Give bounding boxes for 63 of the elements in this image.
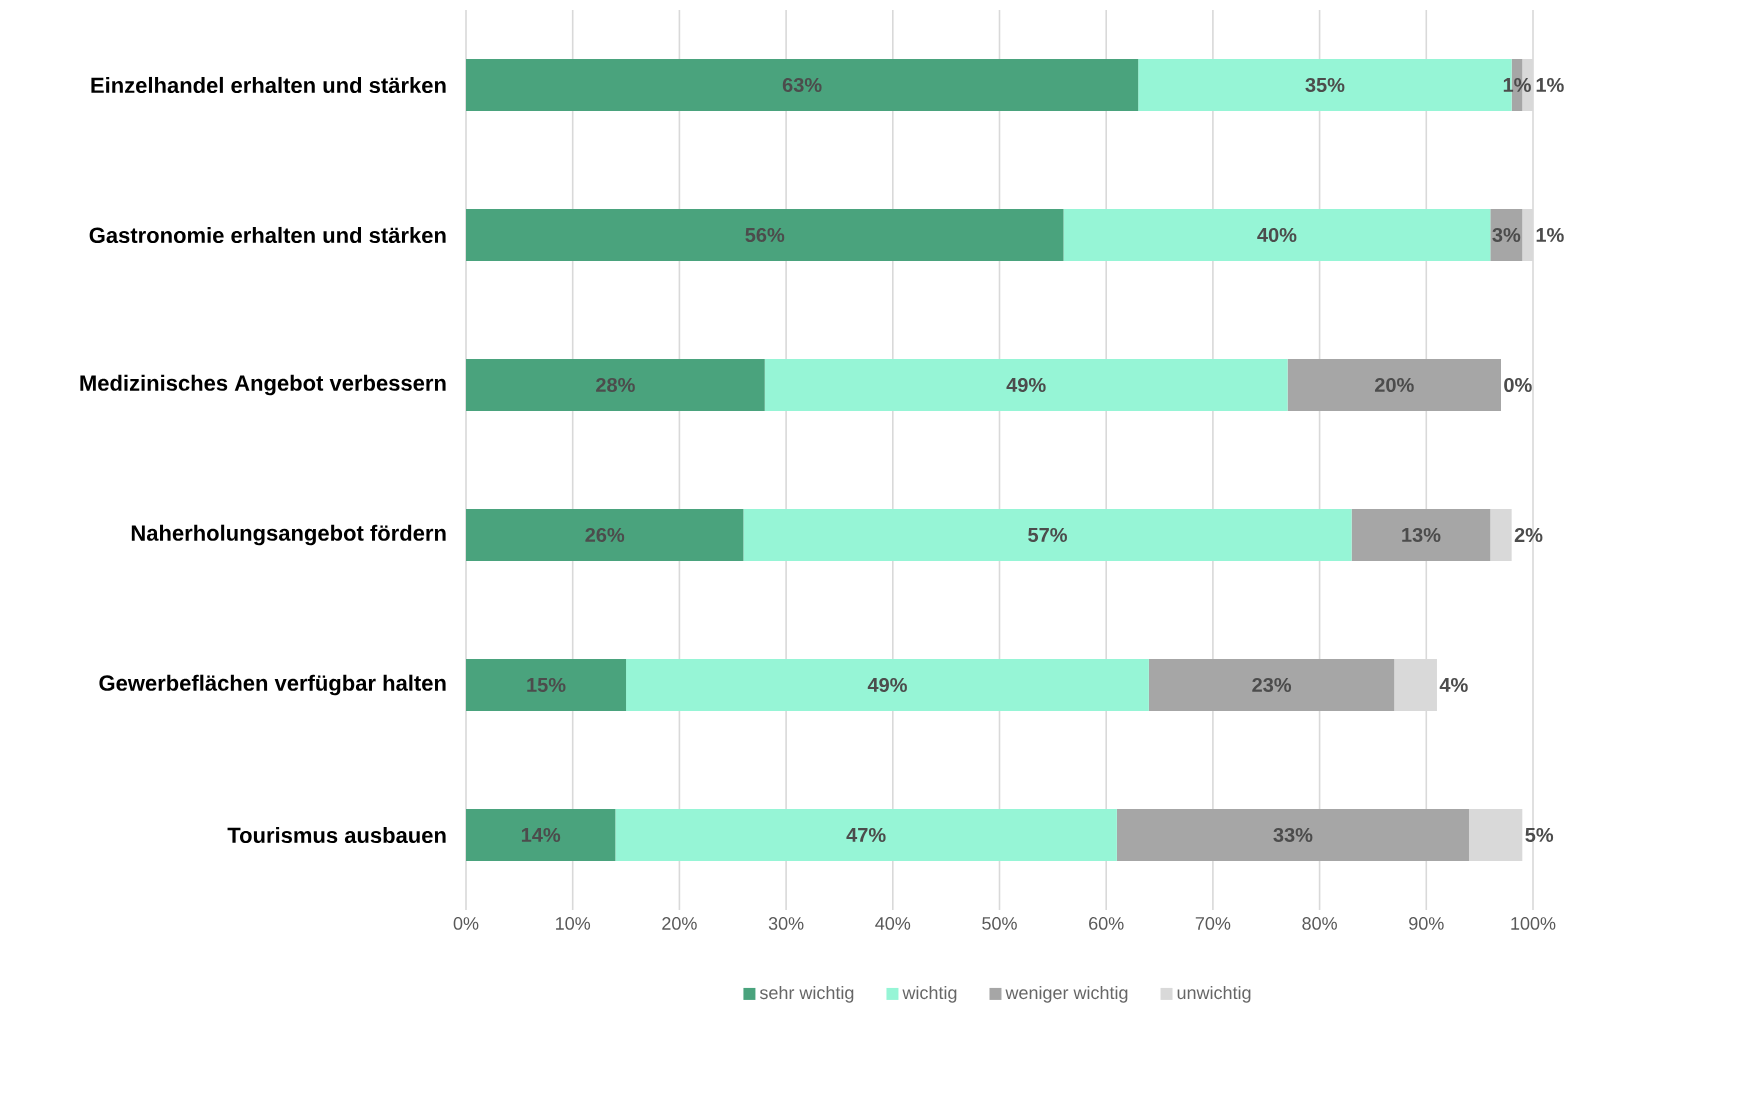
y-tick-label: Einzelhandel erhalten und stärken	[91, 76, 446, 94]
data-label: 26%	[585, 527, 625, 543]
x-tick-label: 50%	[982, 917, 1017, 930]
data-label: 20%	[1374, 377, 1414, 393]
data-label: 14%	[521, 827, 561, 843]
data-label: 5%	[1525, 827, 1554, 843]
bar	[764, 359, 1288, 411]
data-label: 33%	[1273, 827, 1313, 843]
bar	[1394, 659, 1437, 711]
data-label: 1%	[1503, 77, 1531, 93]
bar	[466, 59, 1139, 111]
bar	[1116, 809, 1469, 861]
data-label: 57%	[1028, 527, 1067, 543]
data-label: 49%	[1006, 377, 1046, 393]
bar	[466, 359, 765, 411]
bar	[466, 209, 1064, 261]
y-tick-label: Gastronomie erhalten und stärken	[89, 226, 446, 244]
data-label: 4%	[1439, 677, 1468, 693]
data-label: 23%	[1252, 677, 1292, 693]
y-tick-label: Medizinisches Angebot verbessern	[80, 374, 446, 396]
bar	[466, 809, 616, 861]
bar	[1468, 809, 1523, 861]
x-tick-label: 90%	[1409, 917, 1444, 930]
x-tick-label: 0%	[453, 917, 479, 930]
bar	[1351, 509, 1491, 561]
data-label: 15%	[527, 677, 566, 693]
data-label: 35%	[1305, 77, 1345, 93]
data-label: 13%	[1402, 527, 1441, 543]
bar	[626, 659, 1149, 711]
bar	[466, 509, 744, 561]
data-label: 40%	[1257, 227, 1297, 243]
data-label: 28%	[596, 377, 635, 393]
bar	[1063, 209, 1491, 261]
y-tick-label: Naherholungsangebot fördern	[131, 524, 446, 546]
x-tick-label: 10%	[556, 917, 591, 930]
x-tick-label: 60%	[1089, 917, 1124, 930]
y-tick-label: Gewerbeflächen verfügbar halten	[99, 674, 446, 696]
x-tick-label: 100%	[1511, 917, 1556, 930]
data-label: 1%	[1536, 77, 1564, 93]
data-label: 2%	[1514, 527, 1543, 543]
data-label: 0%	[1504, 377, 1532, 393]
legend-label: unwichtig	[1177, 985, 1251, 1003]
legend-label: sehr wichtig	[759, 985, 854, 1003]
x-tick-label: 80%	[1302, 917, 1337, 930]
x-tick-label: 70%	[1195, 917, 1231, 930]
data-label: 3%	[1492, 227, 1521, 243]
data-label: 47%	[846, 827, 886, 843]
bar	[615, 809, 1117, 861]
bar	[743, 509, 1352, 561]
bar	[1148, 659, 1395, 711]
bar	[1287, 359, 1501, 411]
x-tick-label: 20%	[662, 917, 697, 930]
bar	[466, 659, 627, 711]
x-tick-label: 30%	[768, 917, 804, 930]
bar	[1490, 509, 1512, 561]
legend-label: wichtig	[902, 985, 957, 1003]
data-label: 1%	[1536, 227, 1564, 243]
x-tick-label: 40%	[875, 917, 911, 930]
data-label: 56%	[745, 227, 785, 243]
y-tick-label: Tourismus ausbauen	[227, 826, 446, 844]
data-label: 49%	[867, 677, 907, 693]
legend-label: weniger wichtig	[1005, 985, 1128, 1003]
data-label: 63%	[782, 77, 822, 93]
